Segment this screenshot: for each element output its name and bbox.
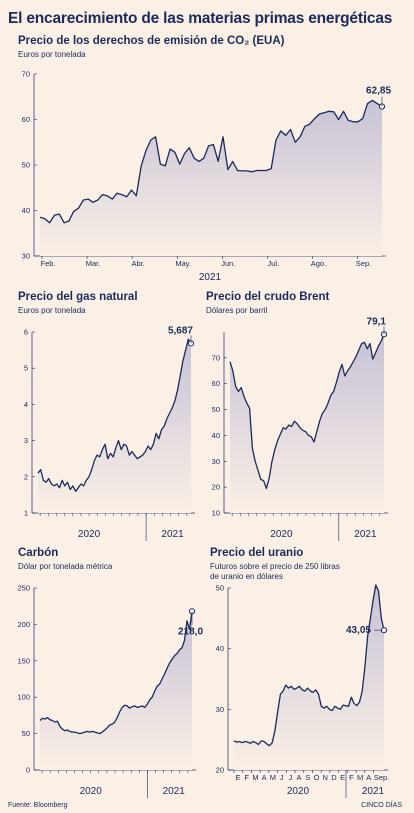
eua-line <box>39 99 383 224</box>
uranio-xtick-label: M <box>270 773 276 782</box>
uranio-xtick-label: E <box>340 773 345 782</box>
eua-ytick-label: 40 <box>22 206 30 215</box>
brent-ytick-label: 40 <box>212 431 220 440</box>
uranio-xtick-label: J <box>288 773 292 782</box>
carbon-ytick-label: 200 <box>17 620 30 629</box>
gas-year-2020: 2020 <box>78 529 101 540</box>
gas-subtitle: Euros por tonelada <box>18 306 86 315</box>
eua-title: Precio de los derechos de emisión de CO₂… <box>18 35 285 47</box>
chart-brent: Precio del crudo Brent Dólares por barril… <box>206 291 388 541</box>
eua-xtick-label: Ago. <box>311 259 326 268</box>
eua-xtick-label: Mar. <box>86 259 101 268</box>
eua-ytick-label: 60 <box>22 115 30 124</box>
uranio-line <box>233 584 385 747</box>
gas-area <box>38 339 191 513</box>
brent-title: Precio del crudo Brent <box>206 291 330 303</box>
carbon-title: Carbón <box>18 547 58 559</box>
carbon-year-2020: 2020 <box>80 786 103 797</box>
carbon-line <box>39 611 193 735</box>
chart-gas: Precio del gas natural Euros por tonelada… <box>18 291 195 541</box>
uranio-xtick-label: F <box>244 773 249 782</box>
brent-subtitle: Dólares por barril <box>206 306 268 315</box>
eua-subtitle: Euros por tonelada <box>18 50 86 59</box>
carbon-ytick-label: 50 <box>22 729 30 738</box>
uranio-xtick-label: A <box>297 773 302 782</box>
uranio-ytick-label: 40 <box>216 644 224 653</box>
gas-ytick-label: 5 <box>24 364 28 373</box>
carbon-ytick-label: 0 <box>26 766 30 775</box>
credit-note: CINCO DÍAS <box>361 802 402 809</box>
uranio-last-point <box>380 627 388 634</box>
eua-xtick-label: Feb. <box>40 259 55 268</box>
gas-title: Precio del gas natural <box>18 291 138 303</box>
uranio-xtick-label: Sep. <box>374 773 389 782</box>
eua-ytick-label: 50 <box>22 161 30 170</box>
uranio-year-2020: 2020 <box>287 786 310 797</box>
eua-year-label: 2021 <box>199 272 222 283</box>
brent-line <box>229 334 385 490</box>
eua-ytick-label: 30 <box>22 252 30 261</box>
uranio-xtick-label: E <box>235 773 240 782</box>
brent-ytick-label: 60 <box>212 379 220 388</box>
eua-area <box>40 100 382 257</box>
main-title: El encarecimiento de las materias primas… <box>8 10 393 27</box>
eua-xtick-label: Jul. <box>268 259 280 268</box>
uranio-subtitle: Futuros sobre el precio de 250 libras <box>210 562 340 571</box>
gas-ytick-label: 4 <box>24 400 28 409</box>
uranio-year-2021: 2021 <box>362 786 385 797</box>
uranio-xtick-label: D <box>331 773 337 782</box>
gas-year-2021: 2021 <box>161 529 184 540</box>
carbon-year-2021: 2021 <box>163 786 186 797</box>
brent-year-2021: 2021 <box>354 529 377 540</box>
eua-last-value: 62,85 <box>366 86 391 97</box>
uranio-xtick-label: N <box>322 773 327 782</box>
uranio-ytick-label: 30 <box>216 705 224 714</box>
uranio-xtick-label: J <box>280 773 284 782</box>
uranio-last-value: 43,05 <box>346 625 371 636</box>
uranio-xtick-label: M <box>252 773 258 782</box>
brent-last-value: 79,1 <box>367 316 387 327</box>
uranio-xtick-label: A <box>366 773 371 782</box>
uranio-ytick-label: 50 <box>216 584 224 593</box>
brent-year-2020: 2020 <box>270 529 293 540</box>
source-note: Fuente: Bloomberg <box>8 802 68 809</box>
uranio-xtick-label: A <box>262 773 267 782</box>
eua-xtick-label: Jun. <box>221 259 235 268</box>
gas-ytick-label: 2 <box>24 472 28 481</box>
chart-uranio: Precio del uranio Futuros sobre el precio… <box>210 547 389 798</box>
brent-area <box>230 334 384 513</box>
uranio-xtick-label: O <box>314 773 320 782</box>
uranio-xtick-label: F <box>349 773 354 782</box>
carbon-ytick-label: 100 <box>17 693 30 702</box>
gas-last-value: 5,687 <box>168 325 193 336</box>
eua-ytick-label: 70 <box>22 70 30 79</box>
brent-ytick-label: 30 <box>212 457 220 466</box>
gas-ytick-label: 1 <box>24 509 28 518</box>
gas-line <box>37 338 192 492</box>
eua-xtick-label: Abr. <box>131 259 144 268</box>
brent-ytick-label: 20 <box>212 483 220 492</box>
carbon-ytick-label: 150 <box>17 656 30 665</box>
brent-ytick-label: 50 <box>212 405 220 414</box>
uranio-title: Precio del uranio <box>210 547 303 559</box>
gas-ytick-label: 3 <box>24 436 28 445</box>
carbon-last-value: 218,0 <box>178 626 203 637</box>
uranio-xtick-label: M <box>357 773 363 782</box>
eua-xtick-label: Sep. <box>356 259 371 268</box>
gas-ytick-label: 6 <box>24 328 28 337</box>
eua-xtick-label: May. <box>175 259 191 268</box>
chart-eua: Precio de los derechos de emisión de CO₂… <box>18 35 391 283</box>
carbon-ytick-label: 250 <box>17 584 30 593</box>
uranio-xtick-label: S <box>305 773 310 782</box>
chart-carbon: Carbón Dólar por tonelada métrica 0 50 100 15… <box>17 547 203 798</box>
carbon-area <box>40 611 192 770</box>
uranio-ytick-label: 20 <box>216 766 224 775</box>
brent-ytick-label: 10 <box>212 509 220 518</box>
uranio-subtitle2: de uranio en dólares <box>210 572 283 581</box>
uranio-area <box>234 585 384 770</box>
carbon-subtitle: Dólar por tonelada métrica <box>18 562 113 571</box>
brent-ytick-label: 70 <box>212 353 220 362</box>
